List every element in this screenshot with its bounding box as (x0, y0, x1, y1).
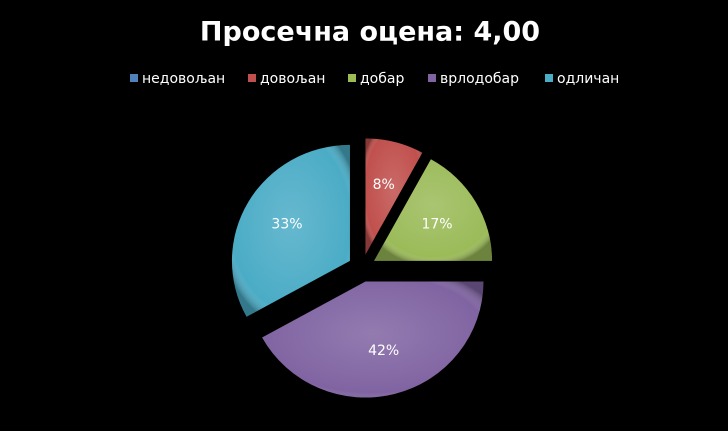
legend-swatch (428, 74, 436, 82)
legend-swatch (130, 74, 138, 82)
slice-shade (374, 159, 493, 261)
legend-label: недовољан (142, 71, 225, 87)
chart-title: Просечна оцена: 4,00 (200, 17, 540, 48)
legend-label: добар (360, 71, 404, 87)
slice-shade (262, 281, 484, 398)
slice-shade (231, 144, 350, 317)
legend-label: врлодобар (440, 71, 519, 87)
data-label: 33% (271, 216, 302, 232)
slice-shade (365, 138, 423, 255)
data-label: 42% (368, 343, 399, 359)
data-label: 8% (373, 177, 395, 193)
legend-label: довољан (260, 71, 325, 87)
legend-swatch (248, 74, 256, 82)
data-label: 17% (421, 216, 452, 232)
legend-label: одличан (557, 71, 619, 87)
legend-swatch (348, 74, 356, 82)
legend-swatch (545, 74, 553, 82)
